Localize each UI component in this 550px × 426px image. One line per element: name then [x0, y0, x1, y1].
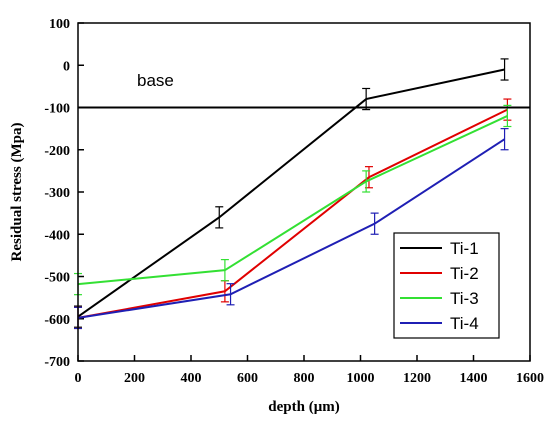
legend-label-Ti-2: Ti-2: [450, 264, 479, 283]
legend-box: [393, 232, 500, 339]
legend-label-Ti-1: Ti-1: [450, 239, 479, 258]
x-tick-label: 0: [75, 371, 82, 386]
y-tick-label: -400: [44, 228, 70, 243]
x-tick-label: 1200: [403, 371, 431, 386]
y-tick-label: 0: [63, 59, 70, 74]
x-tick-label: 200: [124, 371, 145, 386]
x-tick-label: 1000: [347, 371, 375, 386]
y-tick-label: -600: [44, 313, 70, 328]
legend: Ti-1 Ti-2 Ti-3 Ti-4: [393, 232, 500, 339]
x-axis-label: depth (μm): [268, 399, 339, 415]
series-line-Ti-1: [77, 68, 505, 318]
y-tick-label: -100: [44, 102, 70, 117]
x-tick-label: 1600: [516, 371, 544, 386]
y-axis-label: Residual stress (Mpa): [9, 123, 25, 262]
base-annotation: base: [137, 71, 174, 90]
y-tick-label: -500: [44, 271, 70, 286]
legend-label-Ti-3: Ti-3: [450, 289, 479, 308]
x-tick-label: 800: [294, 371, 315, 386]
series-line-Ti-4: [77, 138, 506, 319]
legend-label-Ti-4: Ti-4: [450, 314, 479, 333]
x-tick-label: 1400: [460, 371, 488, 386]
series-line-Ti-3: [77, 115, 508, 286]
x-tick-label: 600: [237, 371, 258, 386]
y-tick-label: -700: [44, 355, 70, 370]
plot-frame: [77, 22, 531, 362]
y-tick-label: 100: [49, 17, 70, 32]
x-tick-label: 400: [181, 371, 202, 386]
series-line-Ti-2: [77, 108, 508, 319]
y-tick-label: -200: [44, 144, 70, 159]
y-tick-label: -300: [44, 186, 70, 201]
